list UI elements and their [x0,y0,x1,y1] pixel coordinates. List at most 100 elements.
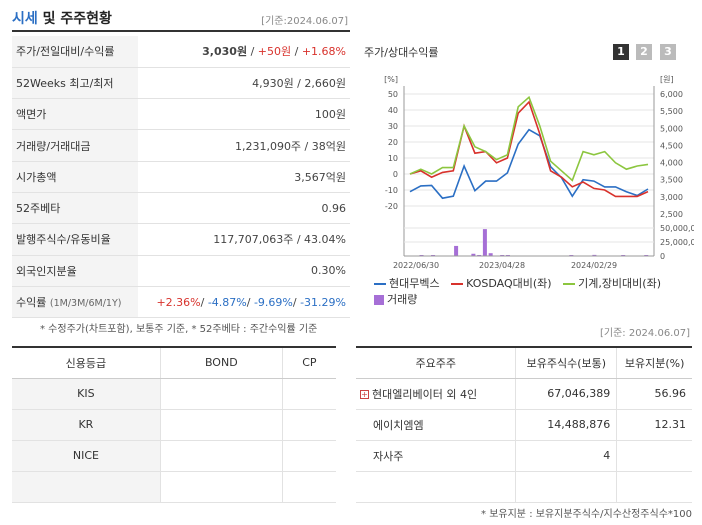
left-axis-tick-label: 0 [393,170,398,179]
x-axis-tick-label: 2023/04/28 [479,261,525,270]
table-row: KR [12,409,336,441]
returns-value: +2.36%/ -4.87%/ -9.69%/ -31.29% [138,286,350,319]
change-rate: +1.68% [301,45,346,59]
holder-name: 자사주 [373,449,404,463]
bond-rating [159,440,283,472]
right-axis-tick-label: 4,500 [660,141,683,150]
holder-shares: 67,046,389 [515,378,617,410]
right-axis-tick-label: 3,500 [660,176,683,185]
separator: / [247,45,258,59]
row-label: 주가/전일대비/수익률 [12,36,138,68]
major-shareholders-table: 주요주주 보유주식수(보통) 보유지분(%) + 현대엘리베이터 외 4인 67,… [356,346,692,503]
info-note: * 수정주가(차트포함), 보통주 기준, * 52주베타 : 주간수익률 기준 [40,324,318,335]
holder-shares: 4 [515,440,617,472]
row-value: 0.96 [138,192,350,225]
column-header: 신용등급 [12,346,161,379]
chart-page-2-button[interactable]: 2 [636,44,652,60]
right-axis-tick-label: 5,500 [660,107,683,116]
holders-note: * 보유지분 : 보유지분주식수/지수산정주식수*100 [481,509,692,520]
legend-swatch [374,295,384,305]
volume-tick-label: 0 [660,252,665,261]
bond-rating [159,409,283,441]
return-6m: -9.69% [253,295,293,309]
holder-name: 현대엘리베이터 외 4인 [372,387,478,401]
table-row: 거래량/거래대금 1,231,090주 / 38억원 [12,129,350,162]
cp-rating [281,440,336,472]
row-label: 발행주식수/유동비율 [12,223,138,256]
row-value: 0.30% [138,255,350,287]
table-row: 수익률 (1M/3M/6M/1Y) +2.36%/ -4.87%/ -9.69%… [12,286,350,319]
left-axis-tick-label: -10 [385,186,398,195]
holder-shares [515,471,617,503]
row-label: 시가총액 [12,161,138,193]
table-row: 외국인지분율 0.30% [12,255,350,287]
right-axis-unit: [원] [660,75,674,84]
volume-bar [482,229,487,256]
series-line [409,100,649,198]
right-axis-tick-label: 5,000 [660,124,683,133]
right-axis-tick-label: 4,000 [660,159,683,168]
left-axis-unit: [%] [384,75,398,84]
right-axis-tick-label: 6,000 [660,90,683,99]
left-axis-tick-label: 30 [388,122,398,131]
agency-name: KR [12,409,161,441]
table-row: 에이치엠엠 14,488,876 12.31 [356,409,692,441]
series-line [409,95,649,182]
legend-label: 기계,장비대비(좌) [578,277,661,290]
returns-period: (1M/3M/6M/1Y) [49,298,122,310]
expand-plus-icon[interactable]: + [360,390,369,399]
legend-label: KOSDAQ대비(좌) [466,277,552,290]
agency-name: KIS [12,378,161,410]
volume-tick-label: 50,000,000 [660,224,694,233]
chart-title: 주가/상대수익률 [364,46,439,59]
volume-bar [488,253,493,256]
holder-name-cell: 에이치엠엠 [356,409,516,441]
holder-percent: 12.31 [616,409,692,441]
returns-label: 수익률 [16,296,47,310]
table-row: 52주베타 0.96 [12,192,350,225]
base-date: [기준:2024.06.07] [261,16,348,27]
row-value: 1,231,090주 / 38억원 [138,129,350,162]
volume-bar [454,245,459,256]
separator: / [291,45,302,59]
x-axis-tick-label: 2022/06/30 [393,261,439,270]
price-change: +50원 [257,45,292,59]
row-value: 4,930원 / 2,660원 [138,67,350,100]
row-label: 액면가 [12,98,138,131]
table-row: 52Weeks 최고/최저 4,930원 / 2,660원 [12,67,350,100]
legend-label: 거래량 [387,293,418,306]
row-label: 거래량/거래대금 [12,129,138,162]
row-label: 수익률 (1M/3M/6M/1Y) [12,286,138,319]
left-axis-tick-label: 20 [388,138,398,147]
separator: / [200,295,208,309]
legend-item: KOSDAQ대비(좌) [451,275,552,291]
holder-name-cell: + 현대엘리베이터 외 4인 [356,378,516,410]
legend-swatch [451,283,464,285]
agency-name: NICE [12,440,161,472]
row-label: 52Weeks 최고/최저 [12,67,138,100]
row-value: 3,567억원 [138,161,350,193]
left-axis-tick-label: 50 [388,90,398,99]
holder-percent [616,440,692,472]
holder-percent: 56.96 [616,378,692,410]
section-title: 시세 및 주주현황 [기준:2024.06.07] [12,8,350,32]
column-header: 보유지분(%) [616,346,692,379]
agency-name [12,471,161,503]
table-row: + 현대엘리베이터 외 4인 67,046,389 56.96 [356,378,692,410]
table-row: 발행주식수/유동비율 117,707,063주 / 43.04% [12,223,350,256]
chart-page-3-button[interactable]: 3 [660,44,676,60]
chart-page-1-button[interactable]: 1 [613,44,629,60]
holder-name-cell [356,471,516,503]
separator: / [246,295,254,309]
cp-rating [281,378,336,410]
legend-item: 기계,장비대비(좌) [563,275,661,291]
table-row [12,471,336,503]
row-label: 외국인지분율 [12,255,138,287]
return-1y: -31.29% [300,295,346,309]
series-line [409,128,649,200]
holder-shares: 14,488,876 [515,409,617,441]
price-chart: 50 40 30 20 10 0 -10 -20 6,000 5,500 5,000 4,500 4,0… [384,75,694,270]
column-header: 주요주주 [356,346,516,379]
legend-swatch [563,283,576,285]
title-rest: 및 주주현황 [37,11,112,27]
